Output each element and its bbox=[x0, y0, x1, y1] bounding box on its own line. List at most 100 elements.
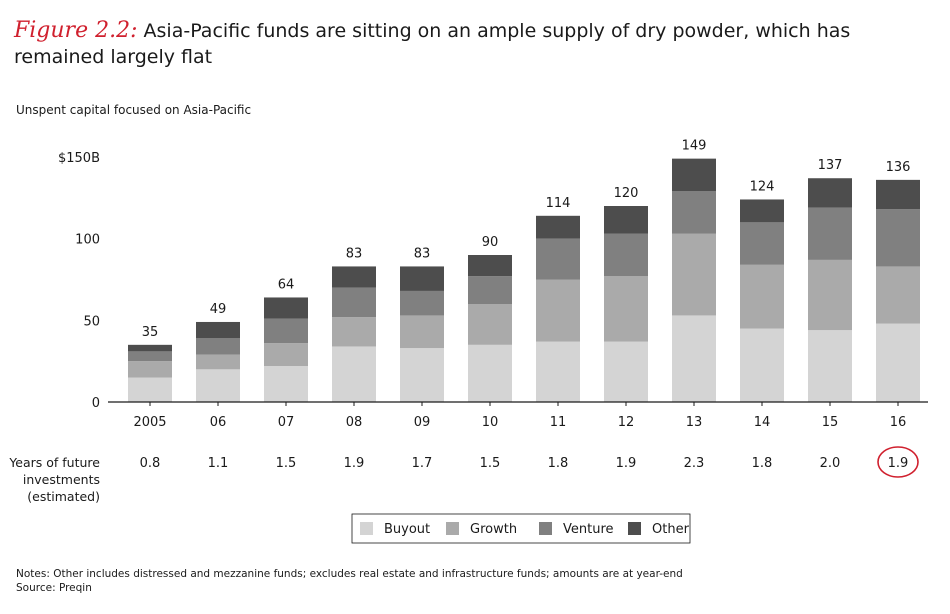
bar-segment-growth bbox=[876, 266, 920, 324]
bar-segment-buyout bbox=[604, 341, 648, 402]
bar-segment-venture bbox=[672, 191, 716, 234]
bar-total-label: 114 bbox=[546, 196, 571, 211]
bar-segment-venture bbox=[128, 351, 172, 362]
bar-segment-venture bbox=[196, 338, 240, 355]
bar-segment-buyout bbox=[672, 315, 716, 402]
bar-total-label: 83 bbox=[346, 246, 363, 261]
bar-segment-growth bbox=[128, 361, 172, 378]
legend-label: Buyout bbox=[384, 522, 430, 537]
bar-segment-other bbox=[536, 215, 580, 239]
bar-segment-buyout bbox=[332, 346, 376, 402]
bar-segment-growth bbox=[264, 343, 308, 367]
bar-segment-other bbox=[264, 297, 308, 319]
source-line: Source: Preqin bbox=[16, 582, 92, 594]
bar-total-label: 49 bbox=[210, 302, 227, 317]
bar-segment-growth bbox=[672, 233, 716, 316]
bar-segment-growth bbox=[808, 259, 852, 331]
future-investment-years-value: 2.0 bbox=[820, 456, 841, 471]
future-investment-years-value: 1.5 bbox=[276, 456, 297, 471]
bar-segment-venture bbox=[400, 290, 444, 316]
bar-total-label: 124 bbox=[750, 179, 775, 194]
x-tick-label: 14 bbox=[754, 415, 771, 430]
bar-segment-growth bbox=[468, 304, 512, 345]
figure-label: Figure 2.2: bbox=[14, 18, 138, 43]
bar-segment-buyout bbox=[536, 341, 580, 402]
x-tick-label: 10 bbox=[482, 415, 499, 430]
bar-total-label: 64 bbox=[278, 277, 295, 292]
future-investment-years-value: 1.9 bbox=[344, 456, 365, 471]
bar-total-label: 120 bbox=[614, 186, 639, 201]
bar-segment-growth bbox=[332, 317, 376, 347]
legend-swatch-growth bbox=[446, 522, 459, 535]
bar-segment-other bbox=[196, 321, 240, 339]
bar-segment-buyout bbox=[128, 377, 172, 402]
bar-segment-other bbox=[400, 266, 444, 291]
x-tick-label: 15 bbox=[822, 415, 839, 430]
x-tick-label: 2005 bbox=[133, 415, 166, 430]
secondary-row-label: (estimated) bbox=[27, 489, 100, 504]
bar-segment-other bbox=[876, 179, 920, 210]
bar-segment-growth bbox=[604, 276, 648, 342]
bar-segment-growth bbox=[740, 264, 784, 329]
bar-segment-buyout bbox=[264, 366, 308, 402]
bar-segment-other bbox=[332, 266, 376, 288]
bar-segment-venture bbox=[740, 222, 784, 265]
x-tick-label: 06 bbox=[210, 415, 227, 430]
bar-segment-other bbox=[740, 199, 784, 223]
bar-segment-other bbox=[128, 344, 172, 352]
secondary-row-label: investments bbox=[23, 472, 100, 487]
bar-segment-venture bbox=[876, 209, 920, 267]
bar-segment-growth bbox=[536, 279, 580, 342]
x-tick-label: 16 bbox=[890, 415, 907, 430]
x-tick-label: 11 bbox=[550, 415, 567, 430]
future-investment-years-value: 1.9 bbox=[888, 456, 909, 471]
bar-segment-other bbox=[604, 206, 648, 234]
bar-segment-buyout bbox=[468, 344, 512, 402]
bar-segment-venture bbox=[468, 276, 512, 304]
legend-label: Venture bbox=[563, 522, 614, 537]
future-investment-years-value: 1.8 bbox=[752, 456, 773, 471]
secondary-row-label: Years of future bbox=[8, 455, 100, 470]
future-investment-years-value: 1.1 bbox=[208, 456, 229, 471]
bar-segment-other bbox=[808, 178, 852, 208]
future-investment-years-value: 1.8 bbox=[548, 456, 569, 471]
bar-segment-buyout bbox=[740, 328, 784, 402]
x-tick-label: 09 bbox=[414, 415, 431, 430]
future-investment-years-value: 2.3 bbox=[684, 456, 705, 471]
bar-segment-growth bbox=[196, 354, 240, 370]
bar-total-label: 83 bbox=[414, 246, 431, 261]
chart-title: Figure 2.2: Asia-Pacific funds are sitti… bbox=[14, 18, 939, 70]
notes-line: Notes: Other includes distressed and mez… bbox=[16, 568, 683, 580]
highlight-circle bbox=[877, 446, 919, 478]
legend-swatch-buyout bbox=[360, 522, 373, 535]
y-tick-label: $150B bbox=[58, 151, 100, 166]
future-investment-years-value: 0.8 bbox=[140, 456, 161, 471]
legend-label: Growth bbox=[470, 522, 517, 537]
title-text: Asia-Pacific funds are sitting on an amp… bbox=[14, 20, 851, 68]
notes: Notes: Other includes distressed and mez… bbox=[16, 567, 683, 595]
bar-segment-venture bbox=[604, 233, 648, 277]
bar-total-label: 35 bbox=[142, 325, 159, 340]
x-tick-label: 12 bbox=[618, 415, 635, 430]
legend-swatch-other bbox=[628, 522, 641, 535]
x-tick-label: 08 bbox=[346, 415, 363, 430]
bar-segment-buyout bbox=[196, 369, 240, 402]
bar-segment-growth bbox=[400, 315, 444, 349]
y-tick-label: 50 bbox=[83, 314, 100, 329]
bar-segment-other bbox=[468, 255, 512, 277]
chart-subtitle: Unspent capital focused on Asia-Pacific bbox=[16, 103, 252, 117]
bar-total-label: 137 bbox=[818, 158, 843, 173]
bar-total-label: 136 bbox=[886, 160, 911, 175]
future-investment-years-value: 1.5 bbox=[480, 456, 501, 471]
x-tick-label: 07 bbox=[278, 415, 295, 430]
bar-segment-other bbox=[672, 158, 716, 192]
y-tick-label: 0 bbox=[92, 396, 100, 411]
bar-total-label: 90 bbox=[482, 235, 499, 250]
bar-segment-venture bbox=[808, 207, 852, 260]
legend-label: Other bbox=[652, 522, 690, 537]
bar-segment-buyout bbox=[876, 323, 920, 402]
bar-segment-buyout bbox=[808, 330, 852, 402]
x-tick-label: 13 bbox=[686, 415, 703, 430]
bar-segment-venture bbox=[332, 287, 376, 318]
